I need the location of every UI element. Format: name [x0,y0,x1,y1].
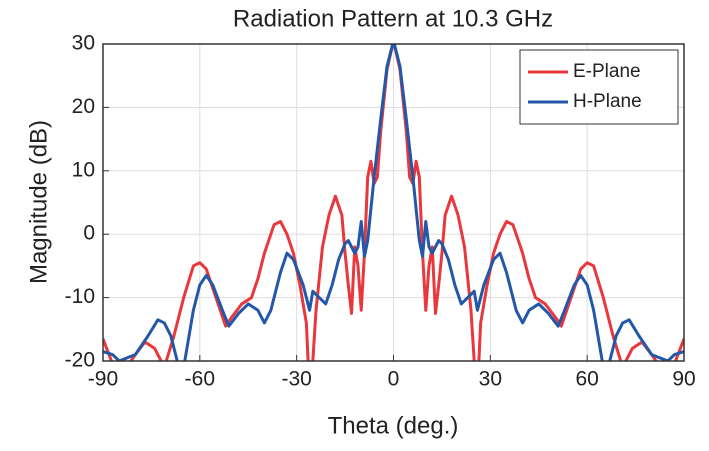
line-series [103,44,684,361]
y-tick-label: 20 [72,95,95,118]
x-tick-label: -30 [281,368,311,391]
x-axis-label: Theta (deg.) [328,412,459,439]
y-tick-label: 0 [83,222,95,245]
y-axis-label: Magnitude (dB) [25,120,52,284]
plot-frame [102,43,685,362]
plot-area [103,44,684,361]
x-tick-label: 30 [479,368,502,391]
legend-box [519,49,679,125]
y-tick-label: 10 [72,158,95,181]
legend-label: E-Plane [573,61,641,82]
x-tick-label: -60 [185,368,215,391]
line-series [103,44,684,361]
chart-title: Radiation Pattern at 10.3 GHz [233,5,553,32]
x-tick-label: 0 [388,368,400,391]
y-tick-label: 30 [72,32,95,55]
y-tick-label: -20 [65,349,95,372]
legend-label: H-Plane [573,91,642,112]
x-tick-label: -90 [88,368,118,391]
y-tick-label: -10 [65,285,95,308]
x-tick-label: 60 [575,368,598,391]
x-tick-label: 90 [672,368,695,391]
legend: E-Plane H-Plane [519,49,679,125]
